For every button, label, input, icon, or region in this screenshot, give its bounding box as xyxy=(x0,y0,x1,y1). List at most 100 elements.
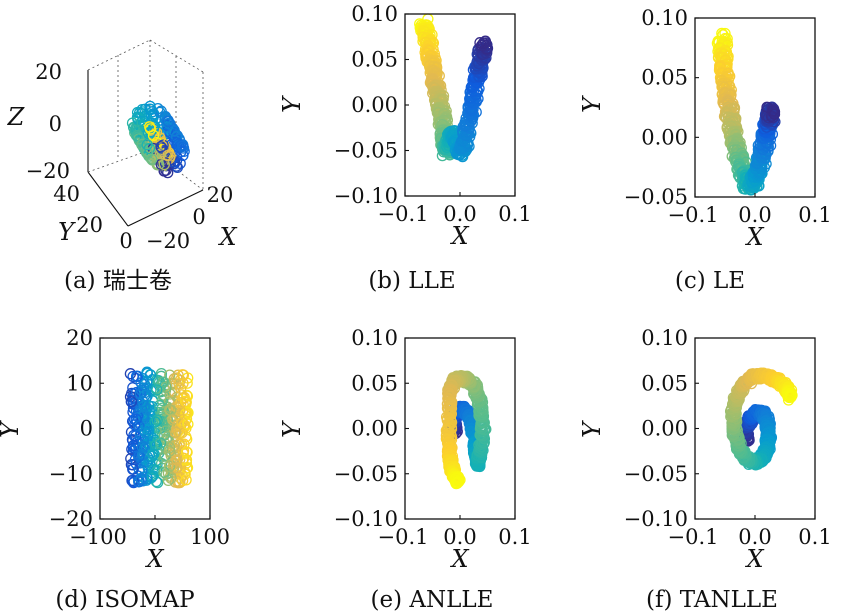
data-point xyxy=(163,460,176,473)
data-point xyxy=(147,129,160,142)
x-tick-label: −20 xyxy=(146,229,190,253)
data-point xyxy=(138,442,151,455)
scatter-points-c xyxy=(711,27,781,196)
x-tick-label: 100 xyxy=(190,525,230,549)
data-point xyxy=(149,416,161,428)
x-tick-label: 0.1 xyxy=(798,203,831,227)
z-tick-label: −20 xyxy=(26,159,70,183)
y-tick-label: 0.10 xyxy=(351,326,398,350)
data-point xyxy=(131,370,144,382)
data-point xyxy=(177,142,190,154)
data-point xyxy=(422,39,434,52)
data-point xyxy=(136,464,148,477)
scatter-points-e xyxy=(440,370,492,490)
data-point xyxy=(137,106,149,118)
x-tick-label: −0.1 xyxy=(668,525,719,549)
panel-c: (c) LE 0.10 0.05 0.00 −0.05−0.1 0.0 0.1 X Y xyxy=(578,6,832,294)
data-point xyxy=(137,382,150,394)
data-point xyxy=(163,441,176,454)
data-point xyxy=(126,117,139,129)
data-point xyxy=(151,384,163,396)
data-point xyxy=(785,390,797,402)
data-point xyxy=(173,438,185,450)
x-tick-label: −0.1 xyxy=(378,202,429,226)
data-point xyxy=(179,395,192,407)
data-point xyxy=(452,472,465,484)
y-axis-label: Y xyxy=(278,420,306,438)
y-tick-label: −0.10 xyxy=(334,507,398,531)
y-tick-label: 0.00 xyxy=(641,417,688,441)
y-tick-label: 0.10 xyxy=(641,6,688,30)
y-tick-label: −0.05 xyxy=(334,462,398,486)
x-axis-label: X xyxy=(744,223,764,251)
data-point xyxy=(180,446,193,458)
x-tick-label: 0.0 xyxy=(443,202,476,226)
data-point xyxy=(131,129,144,142)
data-point xyxy=(154,132,166,144)
panel-e: (e) ANLLE 0.10 0.05 0.00 −0.05 −0.10−0.1 0.0 0.… xyxy=(278,326,532,613)
panel-caption-f: (f) TANLLE xyxy=(646,587,778,613)
y-tick-label: 20 xyxy=(76,213,103,237)
data-point xyxy=(162,115,175,128)
panel-caption-e: (e) ANLLE xyxy=(371,587,494,613)
data-point xyxy=(452,476,464,488)
data-point xyxy=(155,141,167,153)
y-tick-label: −0.05 xyxy=(624,185,688,209)
data-point xyxy=(125,396,137,408)
data-point xyxy=(133,420,145,432)
data-point xyxy=(136,441,149,453)
data-point xyxy=(154,437,167,449)
data-point xyxy=(450,477,462,490)
data-point xyxy=(165,472,177,484)
data-point xyxy=(761,101,773,113)
data-point xyxy=(130,413,142,425)
data-point xyxy=(170,426,182,438)
data-point xyxy=(134,428,147,441)
panel-b: (b) LLE 0.10 0.05 0.00 −0.05 −0.10−0.1 0.0 0.1 X… xyxy=(278,2,532,294)
data-point xyxy=(139,426,152,439)
scatter-points-d xyxy=(124,366,194,489)
y-tick-label: 0.00 xyxy=(351,417,398,441)
data-point xyxy=(143,424,155,436)
x-tick-label: 0.0 xyxy=(738,525,771,549)
y-tick-label: −0.10 xyxy=(624,507,688,531)
x-axis-label: X xyxy=(449,545,469,573)
y-tick-label: 0.05 xyxy=(351,48,398,72)
data-point xyxy=(144,123,157,135)
data-point xyxy=(161,121,173,133)
y-axis-label: Y xyxy=(578,420,606,438)
data-point xyxy=(137,395,149,408)
data-point xyxy=(174,157,186,170)
x-tick-label: −0.1 xyxy=(668,203,719,227)
data-point xyxy=(728,144,740,156)
data-point xyxy=(141,366,153,378)
y-tick-label: 0.05 xyxy=(641,66,688,90)
data-point xyxy=(181,389,193,402)
x-tick-label: 0 xyxy=(148,525,161,549)
x-axis-label: X xyxy=(144,545,164,573)
data-point xyxy=(765,110,778,123)
y-tick-label: −10 xyxy=(49,462,93,486)
y-tick-label: 0.05 xyxy=(351,371,398,395)
x-tick-label: 0.0 xyxy=(738,203,771,227)
y-tick-label: 10 xyxy=(66,371,93,395)
x-tick-label: 0.1 xyxy=(798,525,831,549)
scatter-points-f xyxy=(724,367,798,471)
x-axis-label: X xyxy=(744,545,764,573)
data-point xyxy=(477,37,490,49)
data-point xyxy=(175,382,187,395)
data-point xyxy=(171,454,183,466)
data-point xyxy=(180,474,192,486)
y-tick-label: 0.00 xyxy=(351,93,398,117)
data-point xyxy=(124,368,137,380)
y-tick-label: −0.05 xyxy=(624,462,688,486)
data-point xyxy=(176,369,189,381)
axis3d-line xyxy=(127,189,204,227)
data-point xyxy=(139,389,151,402)
x-tick-label: 0.0 xyxy=(443,525,476,549)
y-tick-label: −20 xyxy=(49,507,93,531)
scatter-points-b xyxy=(414,13,494,163)
data-point xyxy=(138,400,150,412)
